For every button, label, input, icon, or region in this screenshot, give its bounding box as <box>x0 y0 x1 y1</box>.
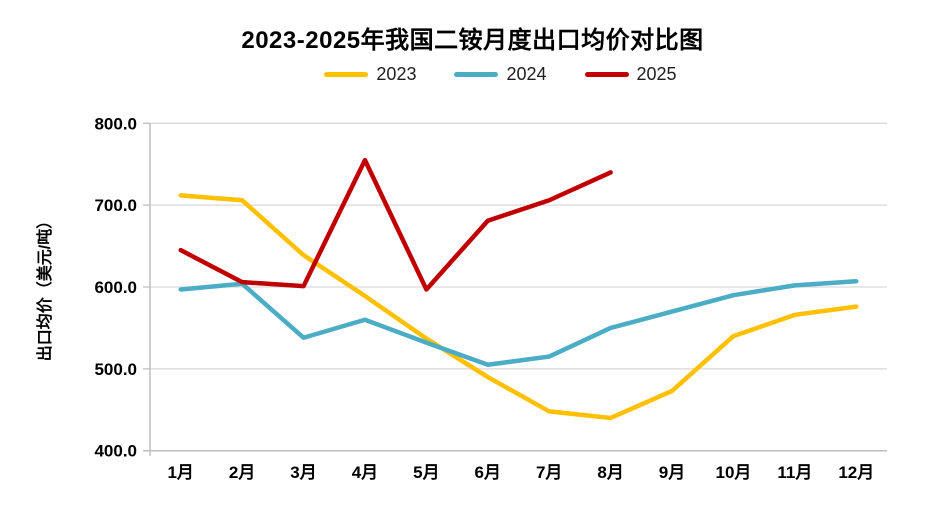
chart-title: 2023-2025年我国二铵月度出口均价对比图 <box>241 27 704 54</box>
legend-item-2025: 2025 <box>584 64 677 85</box>
y-axis-title: 出口均价（美元/吨） <box>35 213 54 361</box>
legend-label-2025: 2025 <box>636 64 677 84</box>
x-tick-label: 4月 <box>352 463 378 482</box>
x-tick-label: 7月 <box>536 463 562 482</box>
x-tick-label: 12月 <box>838 463 874 482</box>
series-line-2023 <box>178 193 859 421</box>
legend-label-2023: 2023 <box>376 64 417 84</box>
x-tick-label: 10月 <box>715 463 751 482</box>
x-tick-label: 5月 <box>413 463 439 482</box>
legend-label-2024: 2024 <box>506 64 547 84</box>
legend-item-2023: 2023 <box>324 64 416 85</box>
legend-line-swatch-2025 <box>584 72 629 77</box>
series-line-2024 <box>178 279 859 368</box>
x-tick-label: 3月 <box>290 463 316 482</box>
x-tick-label: 2月 <box>229 463 255 482</box>
x-tick-label: 6月 <box>475 463 501 482</box>
legend-item-2024: 2024 <box>454 64 547 85</box>
x-tick-label: 11月 <box>777 463 812 482</box>
x-tick-label: 8月 <box>597 463 623 482</box>
y-tick-label: 400.0 <box>94 442 137 461</box>
y-tick-label: 500.0 <box>94 360 137 379</box>
x-tick-label: 9月 <box>659 463 685 482</box>
y-tick-label: 700.0 <box>94 196 137 215</box>
legend-line-swatch-2024 <box>454 72 499 77</box>
y-tick-label: 800.0 <box>94 114 137 133</box>
y-tick-label: 600.0 <box>94 278 137 297</box>
x-tick-label: 1月 <box>167 463 193 482</box>
legend-line-swatch-2023 <box>324 72 369 77</box>
series-line-2025 <box>178 157 613 292</box>
chart-legend: 2023 2024 2025 <box>28 64 945 85</box>
